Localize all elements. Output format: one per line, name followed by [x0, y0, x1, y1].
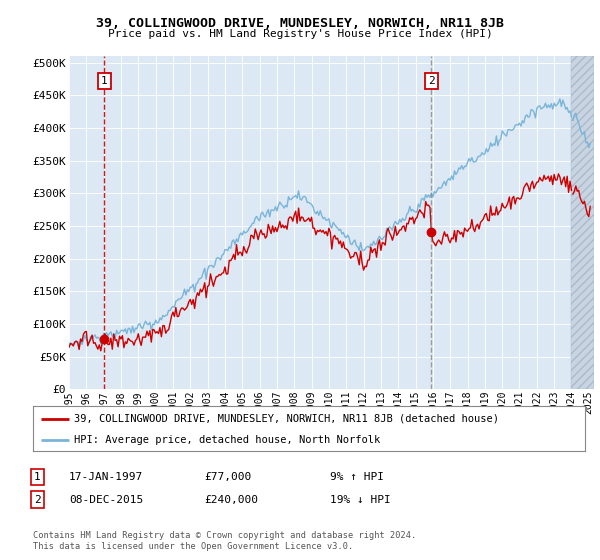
Text: Price paid vs. HM Land Registry's House Price Index (HPI): Price paid vs. HM Land Registry's House … [107, 29, 493, 39]
Text: 1: 1 [101, 76, 108, 86]
Text: 39, COLLINGWOOD DRIVE, MUNDESLEY, NORWICH, NR11 8JB (detached house): 39, COLLINGWOOD DRIVE, MUNDESLEY, NORWIC… [74, 413, 499, 423]
Text: £240,000: £240,000 [204, 494, 258, 505]
Text: Contains HM Land Registry data © Crown copyright and database right 2024.
This d: Contains HM Land Registry data © Crown c… [33, 531, 416, 550]
Text: 17-JAN-1997: 17-JAN-1997 [69, 472, 143, 482]
Bar [571, 56, 594, 389]
Text: £77,000: £77,000 [204, 472, 251, 482]
Text: HPI: Average price, detached house, North Norfolk: HPI: Average price, detached house, Nort… [74, 435, 380, 445]
Text: 9% ↑ HPI: 9% ↑ HPI [330, 472, 384, 482]
Text: 1: 1 [34, 472, 41, 482]
Text: 2: 2 [428, 76, 435, 86]
Text: 08-DEC-2015: 08-DEC-2015 [69, 494, 143, 505]
Text: 2: 2 [34, 494, 41, 505]
Text: 39, COLLINGWOOD DRIVE, MUNDESLEY, NORWICH, NR11 8JB: 39, COLLINGWOOD DRIVE, MUNDESLEY, NORWIC… [96, 17, 504, 30]
Text: 19% ↓ HPI: 19% ↓ HPI [330, 494, 391, 505]
